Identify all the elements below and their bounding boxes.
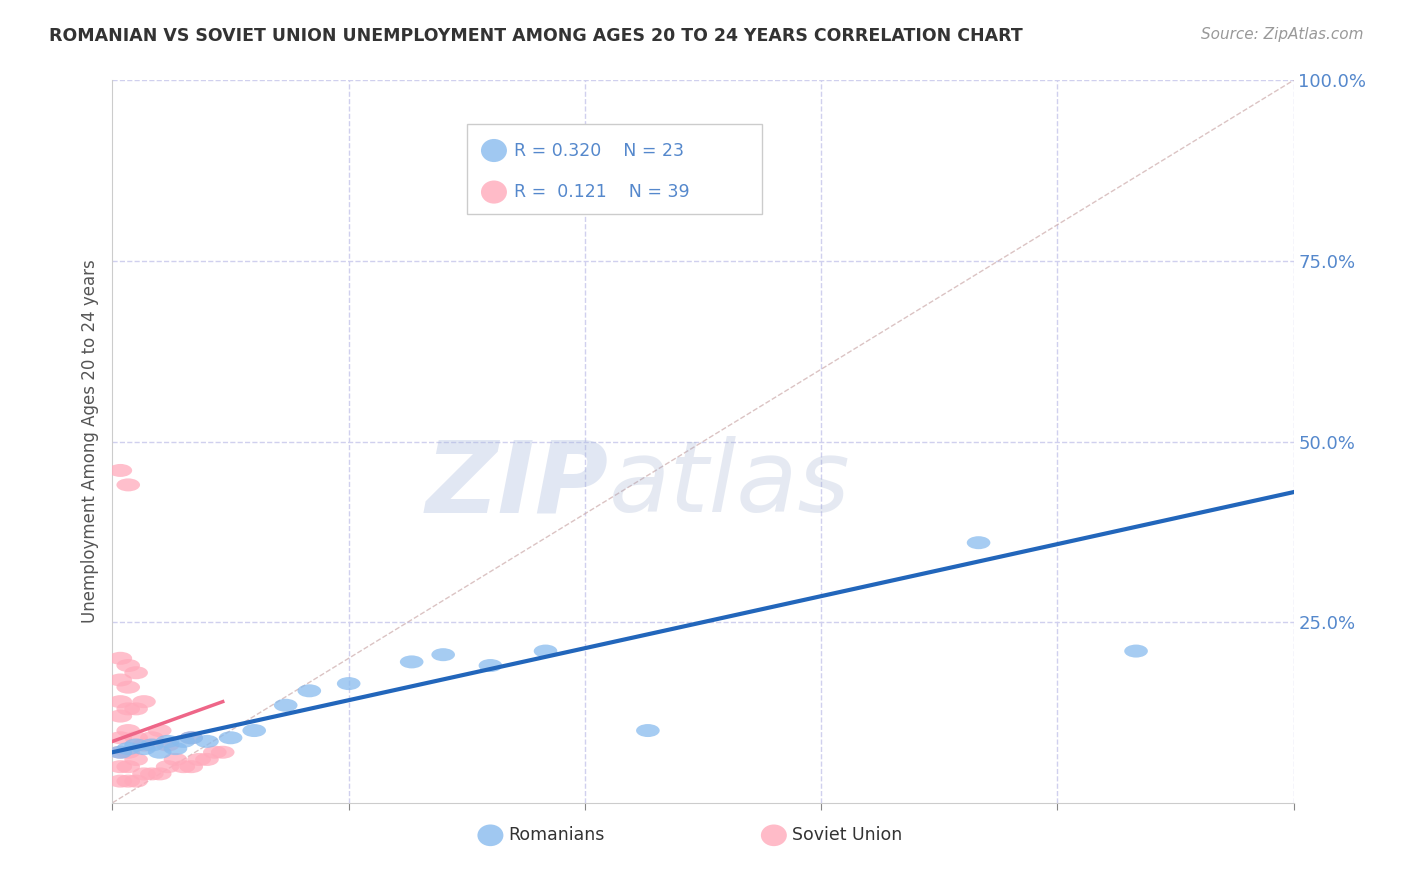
Ellipse shape [117, 724, 141, 737]
Ellipse shape [148, 746, 172, 759]
Ellipse shape [108, 695, 132, 708]
Ellipse shape [124, 731, 148, 744]
Ellipse shape [195, 753, 219, 766]
Ellipse shape [108, 673, 132, 687]
Ellipse shape [132, 695, 156, 708]
Text: ZIP: ZIP [426, 436, 609, 533]
Ellipse shape [117, 681, 141, 694]
Ellipse shape [117, 774, 141, 788]
Ellipse shape [156, 735, 180, 747]
Ellipse shape [124, 753, 148, 766]
Ellipse shape [108, 760, 132, 773]
Ellipse shape [478, 824, 503, 847]
Ellipse shape [156, 739, 180, 751]
Ellipse shape [432, 648, 456, 661]
Ellipse shape [195, 735, 219, 747]
Ellipse shape [108, 746, 132, 759]
Ellipse shape [148, 767, 172, 780]
Ellipse shape [124, 739, 148, 751]
Ellipse shape [478, 659, 502, 672]
Ellipse shape [211, 746, 235, 759]
Ellipse shape [132, 742, 156, 756]
Ellipse shape [156, 760, 180, 773]
Ellipse shape [534, 645, 557, 657]
Ellipse shape [117, 659, 141, 672]
Ellipse shape [967, 536, 990, 549]
Ellipse shape [132, 739, 156, 751]
Ellipse shape [132, 767, 156, 780]
Ellipse shape [761, 824, 787, 847]
Ellipse shape [108, 731, 132, 744]
Ellipse shape [481, 180, 508, 203]
Ellipse shape [148, 724, 172, 737]
Ellipse shape [117, 702, 141, 715]
Ellipse shape [337, 677, 360, 690]
Ellipse shape [187, 753, 211, 766]
Ellipse shape [180, 731, 202, 744]
Ellipse shape [202, 746, 226, 759]
FancyBboxPatch shape [467, 124, 762, 214]
Ellipse shape [141, 731, 163, 744]
Ellipse shape [108, 652, 132, 665]
Ellipse shape [117, 478, 141, 491]
Y-axis label: Unemployment Among Ages 20 to 24 years: Unemployment Among Ages 20 to 24 years [80, 260, 98, 624]
Ellipse shape [141, 739, 163, 751]
Ellipse shape [108, 774, 132, 788]
Ellipse shape [163, 753, 187, 766]
Ellipse shape [481, 139, 508, 162]
Ellipse shape [399, 656, 423, 668]
Ellipse shape [141, 767, 163, 780]
Ellipse shape [636, 724, 659, 737]
Ellipse shape [124, 774, 148, 788]
Ellipse shape [172, 735, 195, 747]
Ellipse shape [172, 760, 195, 773]
Ellipse shape [117, 742, 141, 756]
Ellipse shape [163, 742, 187, 756]
Ellipse shape [298, 684, 321, 698]
Ellipse shape [180, 731, 202, 744]
Ellipse shape [124, 666, 148, 679]
Ellipse shape [108, 464, 132, 477]
Text: R =  0.121    N = 39: R = 0.121 N = 39 [515, 183, 690, 201]
Text: R = 0.320    N = 23: R = 0.320 N = 23 [515, 142, 685, 160]
Ellipse shape [1125, 645, 1147, 657]
Ellipse shape [274, 698, 298, 712]
Text: atlas: atlas [609, 436, 851, 533]
Ellipse shape [117, 746, 141, 759]
Ellipse shape [108, 746, 132, 759]
Ellipse shape [117, 760, 141, 773]
Ellipse shape [124, 702, 148, 715]
Text: Romanians: Romanians [508, 826, 605, 845]
Ellipse shape [180, 760, 202, 773]
Ellipse shape [108, 710, 132, 723]
Ellipse shape [219, 731, 242, 744]
Ellipse shape [242, 724, 266, 737]
Text: Source: ZipAtlas.com: Source: ZipAtlas.com [1201, 27, 1364, 42]
Text: ROMANIAN VS SOVIET UNION UNEMPLOYMENT AMONG AGES 20 TO 24 YEARS CORRELATION CHAR: ROMANIAN VS SOVIET UNION UNEMPLOYMENT AM… [49, 27, 1024, 45]
Text: Soviet Union: Soviet Union [792, 826, 901, 845]
